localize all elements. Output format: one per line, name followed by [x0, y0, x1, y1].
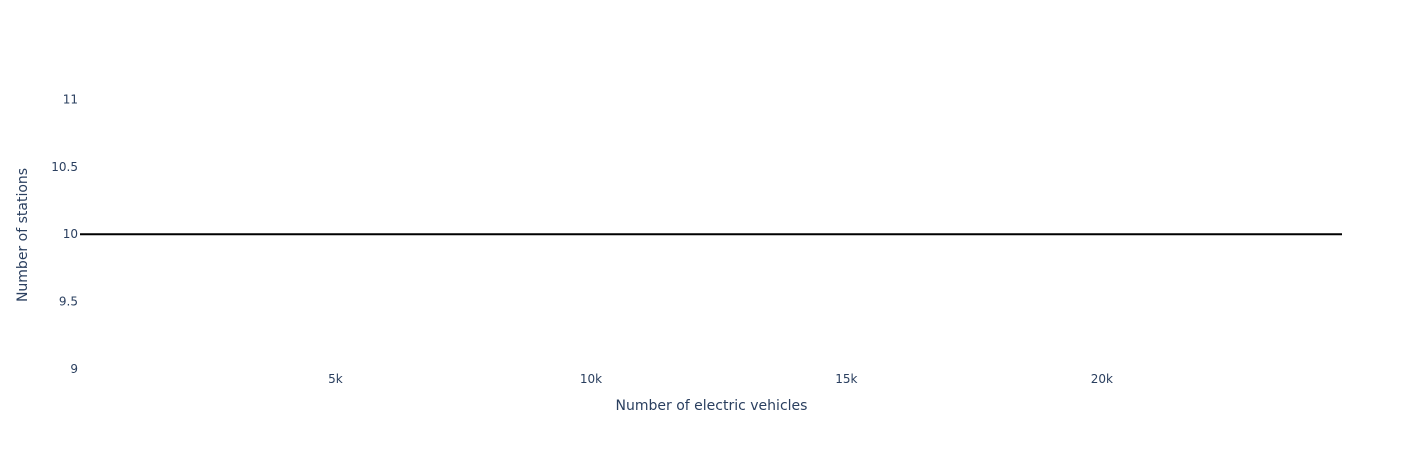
y-tick-label: 10	[63, 227, 78, 241]
y-tick-label: 9.5	[59, 295, 78, 309]
x-axis-ticks: 5k 10k 15k 20k	[328, 372, 1113, 386]
y-tick-label: 10.5	[51, 160, 78, 174]
y-tick-label: 11	[63, 92, 78, 106]
x-tick-label: 10k	[580, 372, 602, 386]
y-tick-label: 9	[70, 362, 78, 376]
y-axis-ticks: 9 9.5 10 10.5 11	[51, 92, 78, 376]
x-tick-label: 20k	[1091, 372, 1113, 386]
y-axis-title: Number of stations	[15, 168, 31, 302]
x-tick-label: 5k	[328, 372, 343, 386]
x-tick-label: 15k	[835, 372, 857, 386]
x-axis-title: Number of electric vehicles	[616, 398, 808, 414]
